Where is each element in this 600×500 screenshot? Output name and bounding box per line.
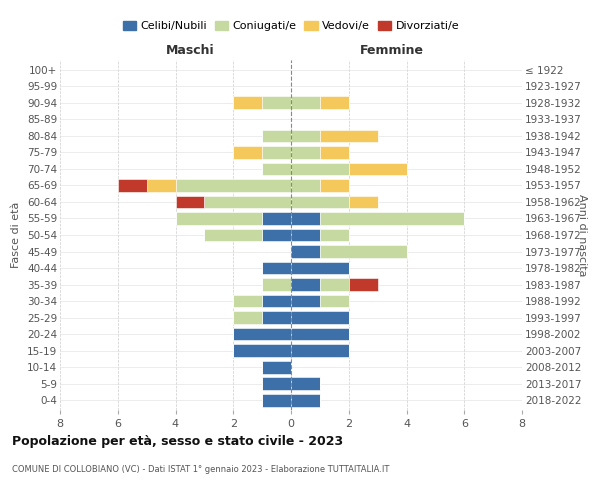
Bar bbox=[291, 394, 320, 406]
Bar bbox=[262, 130, 291, 142]
Bar bbox=[291, 96, 320, 110]
Bar bbox=[291, 245, 320, 258]
Bar bbox=[233, 328, 291, 340]
Bar bbox=[233, 294, 262, 308]
Y-axis label: Anni di nascita: Anni di nascita bbox=[577, 194, 587, 276]
Bar bbox=[291, 328, 349, 340]
Bar bbox=[291, 179, 320, 192]
Bar bbox=[233, 146, 262, 159]
Bar bbox=[291, 162, 349, 175]
Bar bbox=[291, 130, 320, 142]
Bar bbox=[320, 245, 407, 258]
Y-axis label: Fasce di età: Fasce di età bbox=[11, 202, 22, 268]
Text: COMUNE DI COLLOBIANO (VC) - Dati ISTAT 1° gennaio 2023 - Elaborazione TUTTAITALI: COMUNE DI COLLOBIANO (VC) - Dati ISTAT 1… bbox=[12, 465, 389, 474]
Bar bbox=[118, 179, 146, 192]
Bar bbox=[320, 294, 349, 308]
Bar bbox=[349, 162, 407, 175]
Bar bbox=[205, 196, 291, 208]
Bar bbox=[291, 294, 320, 308]
Text: Popolazione per età, sesso e stato civile - 2023: Popolazione per età, sesso e stato civil… bbox=[12, 435, 343, 448]
Bar bbox=[320, 96, 349, 110]
Bar bbox=[233, 96, 262, 110]
Bar bbox=[349, 278, 377, 291]
Bar bbox=[233, 311, 262, 324]
Bar bbox=[262, 146, 291, 159]
Bar bbox=[291, 377, 320, 390]
Bar bbox=[320, 146, 349, 159]
Bar bbox=[291, 311, 349, 324]
Bar bbox=[233, 344, 291, 357]
Bar bbox=[262, 212, 291, 225]
Bar bbox=[262, 228, 291, 241]
Bar bbox=[291, 278, 320, 291]
Bar bbox=[291, 262, 349, 274]
Bar bbox=[262, 262, 291, 274]
Bar bbox=[146, 179, 176, 192]
Bar bbox=[262, 394, 291, 406]
Bar bbox=[349, 196, 377, 208]
Bar bbox=[262, 162, 291, 175]
Bar bbox=[262, 311, 291, 324]
Legend: Celibi/Nubili, Coniugati/e, Vedovi/e, Divorziati/e: Celibi/Nubili, Coniugati/e, Vedovi/e, Di… bbox=[118, 16, 464, 36]
Bar bbox=[291, 196, 349, 208]
Bar bbox=[262, 377, 291, 390]
Bar bbox=[205, 228, 262, 241]
Text: Maschi: Maschi bbox=[166, 44, 214, 57]
Bar bbox=[176, 212, 262, 225]
Bar bbox=[262, 96, 291, 110]
Text: Femmine: Femmine bbox=[360, 44, 424, 57]
Bar bbox=[291, 344, 349, 357]
Bar bbox=[320, 212, 464, 225]
Bar bbox=[291, 212, 320, 225]
Bar bbox=[291, 228, 320, 241]
Bar bbox=[320, 130, 377, 142]
Bar bbox=[176, 196, 205, 208]
Bar bbox=[262, 360, 291, 374]
Bar bbox=[291, 146, 320, 159]
Bar bbox=[176, 179, 291, 192]
Bar bbox=[320, 278, 349, 291]
Bar bbox=[320, 228, 349, 241]
Bar bbox=[262, 294, 291, 308]
Bar bbox=[262, 278, 291, 291]
Bar bbox=[320, 179, 349, 192]
